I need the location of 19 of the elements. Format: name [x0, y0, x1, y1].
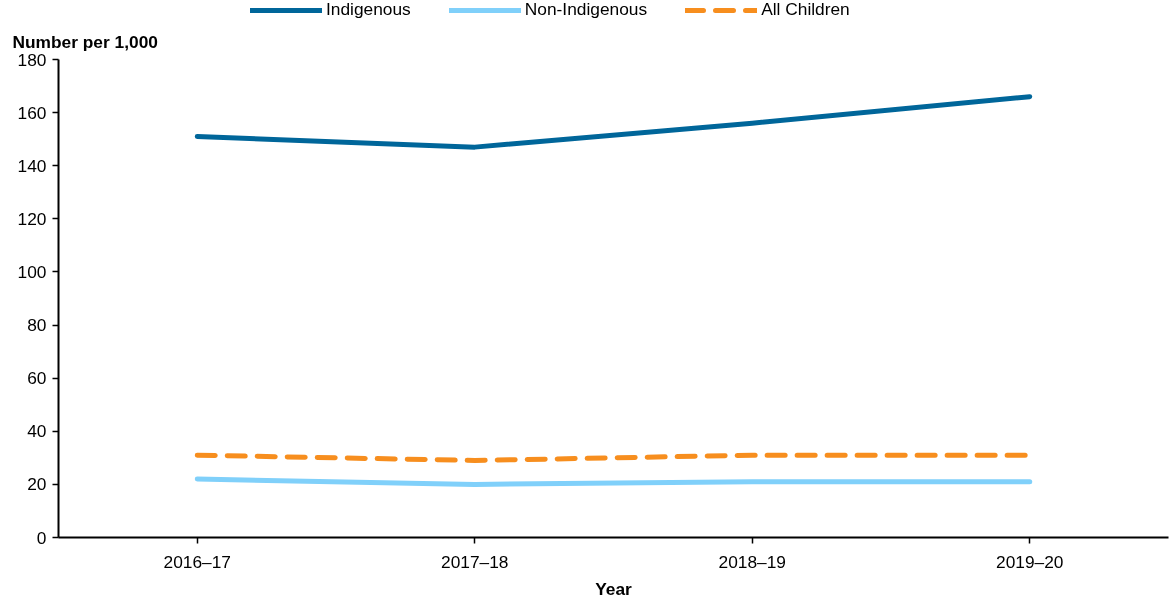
x-tick-label: 2016–17 — [163, 551, 231, 572]
y-tick-label: 100 — [17, 261, 47, 282]
y-tick-label: 160 — [17, 102, 47, 123]
y-tick-label: 120 — [17, 208, 47, 229]
y-tick-label: 180 — [17, 49, 47, 70]
legend-label: Non-Indigenous — [524, 0, 648, 20]
legend-label: All Children — [761, 0, 850, 20]
y-tick-label: 80 — [27, 315, 47, 336]
y-tick-label: 0 — [36, 527, 47, 548]
y-tick-label: 140 — [17, 155, 47, 176]
x-tick-label: 2018–19 — [718, 551, 786, 572]
y-tick-label: 40 — [27, 421, 47, 442]
y-tick-label: 20 — [27, 474, 47, 495]
legend-label: Indigenous — [326, 0, 411, 20]
x-tick-label: 2019–20 — [996, 551, 1064, 572]
x-tick-label: 2017–18 — [441, 551, 509, 572]
y-tick-label: 60 — [27, 368, 47, 389]
y-axis-title: Number per 1,000 — [12, 32, 158, 52]
x-axis-title: Year — [595, 578, 633, 599]
